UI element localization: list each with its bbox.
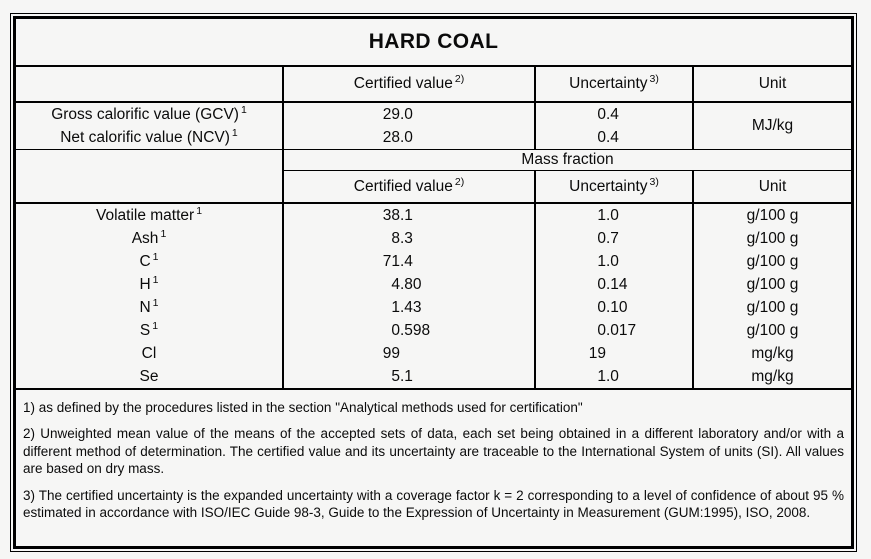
analyte-unit: mg/kg — [692, 342, 851, 365]
analyte-unit: g/100 g — [692, 227, 851, 250]
analyte-label: Ash 1 — [131, 227, 167, 247]
header-certified-value-label: Certified value — [353, 75, 453, 92]
page-title: HARD COAL — [16, 19, 851, 67]
header-certified-value: Certified value 2) — [353, 175, 465, 195]
section-empty-cell — [16, 150, 282, 202]
footnote-1: 1) as defined by the procedures listed i… — [23, 400, 583, 415]
analyte-certified-value: 4.80 — [282, 273, 534, 296]
table-row-selenium: Se 5.1 1.0 mg/kg — [16, 365, 851, 388]
analyte-unit: g/100 g — [692, 204, 851, 227]
analyte-label: Cl — [141, 344, 157, 362]
gcv-certified-value: 29.0 — [382, 105, 413, 123]
ncv-label: Net calorific value (NCV) 1 — [60, 126, 238, 146]
certificate-table: HARD COAL Certified value 2) Uncertainty 3… — [13, 16, 854, 549]
calorific-unit: MJ/kg — [692, 103, 851, 149]
analyte-uncertainty: 1.0 — [534, 204, 692, 227]
analyte-certified-value: 8.3 — [282, 227, 534, 250]
table-row-chlorine: Cl 99 19 mg/kg — [16, 342, 851, 365]
calorific-labels: Gross calorific value (GCV) 1 Net calorif… — [16, 103, 282, 149]
document-frame: HARD COAL Certified value 2) Uncertainty 3… — [10, 13, 857, 552]
analyte-certified-value: 1.43 — [282, 296, 534, 319]
analyte-unit: g/100 g — [692, 273, 851, 296]
mass-fraction-section: Mass fraction Certified value 2) Uncertai… — [16, 150, 851, 204]
header-certified-value: Certified value 2) — [282, 67, 534, 101]
analyte-unit: g/100 g — [692, 296, 851, 319]
header-unit: Unit — [692, 171, 851, 202]
analyte-unit: g/100 g — [692, 250, 851, 273]
analyte-label: Volatile matter 1 — [95, 204, 203, 224]
analyte-unit: g/100 g — [692, 319, 851, 342]
gcv-uncertainty: 0.4 — [597, 105, 619, 123]
footnotes: 1) as defined by the procedures listed i… — [16, 390, 851, 546]
gcv-label: Gross calorific value (GCV) 1 — [51, 103, 247, 123]
analyte-uncertainty: 0.10 — [534, 296, 692, 319]
footnote-3: 3) The certified uncertainty is the expa… — [23, 487, 844, 521]
analyte-certified-value: 0.598 — [282, 319, 534, 342]
calorific-uncertainties: 0.4 0.4 — [534, 103, 692, 149]
calorific-rows: Gross calorific value (GCV) 1 Net calorif… — [16, 103, 851, 150]
header-uncertainty: Uncertainty 3) — [534, 67, 692, 101]
analyte-uncertainty: 1.0 — [534, 250, 692, 273]
table-row-volatile-matter: Volatile matter 1 38.1 1.0 g/100 g — [16, 204, 851, 227]
section-header: Mass fraction — [284, 150, 851, 171]
analyte-certified-value: 5.1 — [282, 365, 534, 388]
calorific-certified-values: 29.0 28.0 — [282, 103, 534, 149]
analyte-uncertainty: 19 — [534, 342, 692, 365]
analyte-uncertainty: 0.017 — [534, 319, 692, 342]
mass-fraction-header-group: Mass fraction Certified value 2) Uncertai… — [282, 150, 851, 202]
analyte-certified-value: 71.4 — [282, 250, 534, 273]
footnote-2: 2) Unweighted mean value of the means of… — [23, 426, 844, 477]
table-row-ash: Ash 1 8.3 0.7 g/100 g — [16, 227, 851, 250]
mass-fraction-rows: Volatile matter 1 38.1 1.0 g/100 g Ash 1 8… — [16, 204, 851, 390]
header-unit: Unit — [692, 67, 851, 101]
header-row-mass-fraction: Certified value 2) Uncertainty 3) Unit — [284, 171, 851, 202]
analyte-certified-value: 99 — [282, 342, 534, 365]
analyte-unit: mg/kg — [692, 365, 851, 388]
analyte-certified-value: 38.1 — [282, 204, 534, 227]
analyte-uncertainty: 0.7 — [534, 227, 692, 250]
header-uncertainty: Uncertainty 3) — [534, 171, 692, 202]
ncv-uncertainty: 0.4 — [597, 128, 619, 146]
analyte-uncertainty: 0.14 — [534, 273, 692, 296]
ncv-certified-value: 28.0 — [382, 128, 413, 146]
analyte-uncertainty: 1.0 — [534, 365, 692, 388]
header-row-calorific: Certified value 2) Uncertainty 3) Unit — [16, 67, 851, 103]
header-empty-cell — [16, 67, 282, 101]
header-uncertainty-label: Uncertainty — [569, 75, 648, 92]
analyte-label: Se — [139, 367, 159, 385]
